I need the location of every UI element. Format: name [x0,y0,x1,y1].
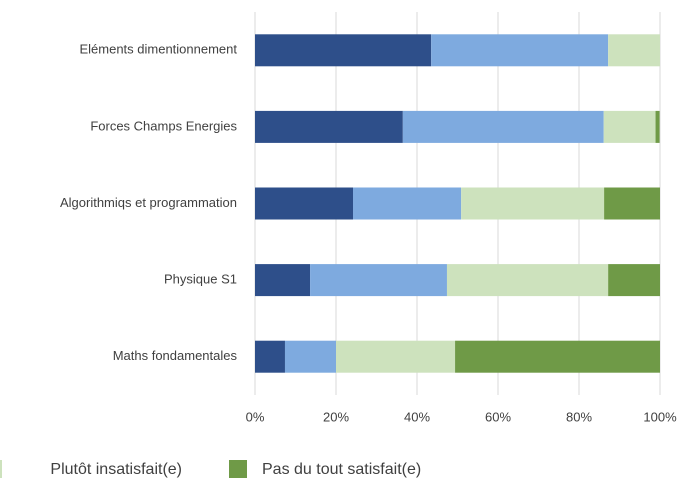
bar-segment [255,264,311,297]
legend-swatch [229,460,247,478]
x-tick-label: 60% [485,409,511,424]
bar-segment [255,34,432,67]
x-tick-label: 40% [404,409,430,424]
bar-segment [603,110,656,143]
bar-segment [655,110,660,143]
x-tick-label: 80% [566,409,592,424]
x-tick-label: 100% [643,409,677,424]
y-tick-label: Algorithmiqs et programmation [60,195,237,210]
bar-segment [608,264,660,297]
x-tick-label: 0% [246,409,265,424]
bar-segment [604,187,660,220]
x-tick-label: 20% [323,409,349,424]
bar-segment [336,340,456,373]
bar-segment [255,110,403,143]
y-tick-label: Eléments dimentionnement [79,42,237,57]
legend-label: Plutôt insatisfait(e) [50,461,182,478]
bar-segment [455,340,660,373]
bar-segment [402,110,604,143]
y-tick-label: Physique S1 [164,272,237,287]
legend-swatch [0,460,2,478]
y-tick-label: Maths fondamentales [113,348,238,363]
bar-segment [353,187,462,220]
bar-segment [431,34,609,67]
bar-segment [255,340,285,373]
y-tick-label: Forces Champs Energies [90,118,237,133]
legend-label: Pas du tout satisfait(e) [262,461,421,478]
bar-segment [255,187,354,220]
bar-segment [461,187,605,220]
bar-segment [284,340,336,373]
bar-segment [310,264,447,297]
bar-segment [446,264,609,297]
bar-segment [608,34,660,67]
